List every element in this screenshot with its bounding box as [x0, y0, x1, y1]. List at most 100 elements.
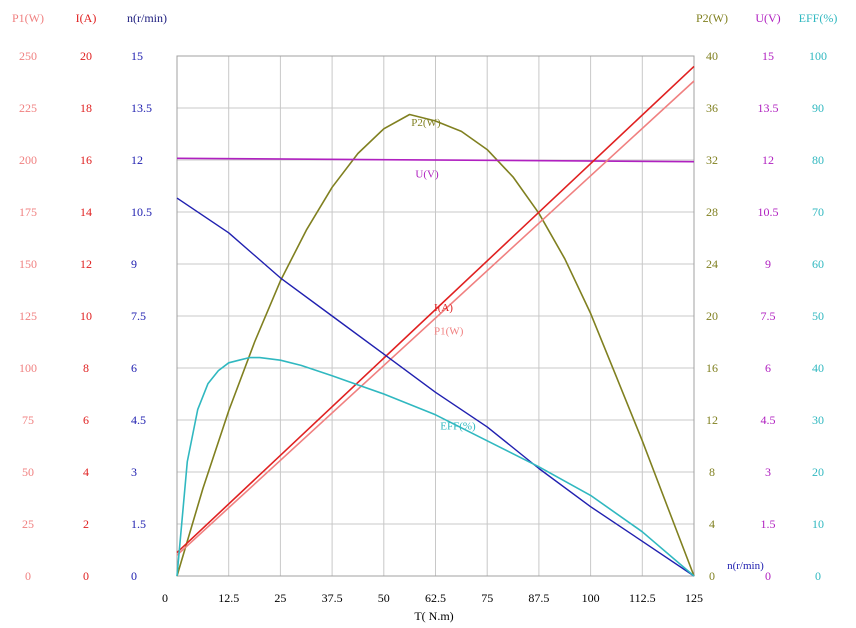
- grid: [176, 55, 695, 577]
- y-tick-label-p2: 40: [706, 49, 718, 63]
- series-line-p1: [176, 80, 695, 556]
- y-tick-label-eff: 90: [812, 101, 824, 115]
- y-tick-label-eff: 0: [815, 569, 821, 583]
- x-tick-label: 50: [378, 591, 390, 605]
- axis-title-p1: P1(W): [12, 11, 44, 25]
- y-tick-label-p2: 28: [706, 205, 718, 219]
- y-tick-label-p1: 175: [19, 205, 37, 219]
- x-axis-title: T( N.m): [414, 609, 453, 623]
- y-tick-label-n: 12: [131, 153, 143, 167]
- series-line-p2: [176, 113, 695, 577]
- y-tick-label-p2: 8: [709, 465, 715, 479]
- y-tick-label-i: 0: [83, 569, 89, 583]
- y-tick-label-eff: 60: [812, 257, 824, 271]
- y-tick-label-p2: 16: [706, 361, 718, 375]
- curve-label-p1: P1(W): [434, 326, 464, 338]
- curve-label-u: U(V): [415, 168, 439, 180]
- y-tick-label-eff: 50: [812, 309, 824, 323]
- axis-title-p2: P2(W): [696, 11, 728, 25]
- y-tick-label-n: 7.5: [131, 309, 146, 323]
- x-tick-label: 12.5: [218, 591, 239, 605]
- x-tick-label: 62.5: [425, 591, 446, 605]
- x-tick-label: 25: [274, 591, 286, 605]
- series-line-i: [176, 65, 695, 554]
- y-tick-label-p2: 4: [709, 517, 715, 531]
- curve-label-n: n(r/min): [727, 560, 764, 572]
- y-tick-label-eff: 20: [812, 465, 824, 479]
- y-tick-label-p1: 225: [19, 101, 37, 115]
- series-line-u: [176, 157, 695, 163]
- y-tick-label-n: 4.5: [131, 413, 146, 427]
- y-tick-label-i: 8: [83, 361, 89, 375]
- y-tick-label-eff: 100: [809, 49, 827, 63]
- y-tick-label-eff: 70: [812, 205, 824, 219]
- y-tick-label-u: 0: [765, 569, 771, 583]
- y-tick-label-n: 15: [131, 49, 143, 63]
- y-tick-label-p2: 32: [706, 153, 718, 167]
- y-tick-label-p1: 75: [22, 413, 34, 427]
- y-tick-label-n: 13.5: [131, 101, 152, 115]
- y-tick-label-p1: 200: [19, 153, 37, 167]
- y-tick-label-eff: 40: [812, 361, 824, 375]
- y-tick-label-i: 12: [80, 257, 92, 271]
- x-tick-label: 37.5: [322, 591, 343, 605]
- x-tick-label: 112.5: [629, 591, 656, 605]
- y-tick-label-u: 6: [765, 361, 771, 375]
- axis-title-i: I(A): [76, 11, 97, 25]
- y-tick-label-p1: 25: [22, 517, 34, 531]
- y-tick-label-p1: 150: [19, 257, 37, 271]
- y-tick-label-u: 4.5: [761, 413, 776, 427]
- y-tick-label-u: 13.5: [758, 101, 779, 115]
- y-tick-label-p2: 36: [706, 101, 718, 115]
- y-tick-label-p1: 250: [19, 49, 37, 63]
- y-tick-label-p1: 0: [25, 569, 31, 583]
- series-line-n: [176, 197, 695, 577]
- y-tick-label-p1: 50: [22, 465, 34, 479]
- y-tick-label-n: 0: [131, 569, 137, 583]
- axis-title-u: U(V): [755, 11, 780, 25]
- y-tick-label-i: 18: [80, 101, 92, 115]
- y-tick-label-n: 3: [131, 465, 137, 479]
- curve-label-eff: EFF(%): [440, 420, 476, 432]
- y-tick-label-i: 10: [80, 309, 92, 323]
- axis-title-n: n(r/min): [127, 11, 167, 25]
- y-tick-label-u: 9: [765, 257, 771, 271]
- x-tick-label: 75: [481, 591, 493, 605]
- axis-title-eff: EFF(%): [799, 11, 838, 25]
- y-tick-label-eff: 30: [812, 413, 824, 427]
- y-tick-label-n: 9: [131, 257, 137, 271]
- curve-label-p2: P2(W): [411, 117, 441, 129]
- y-tick-label-u: 10.5: [758, 205, 779, 219]
- y-tick-label-i: 20: [80, 49, 92, 63]
- y-tick-label-eff: 80: [812, 153, 824, 167]
- y-tick-label-p1: 125: [19, 309, 37, 323]
- y-tick-label-i: 16: [80, 153, 92, 167]
- y-tick-label-p1: 100: [19, 361, 37, 375]
- y-tick-label-i: 2: [83, 517, 89, 531]
- axes-group: 0 12.5 25 37.5 50 62.5 75 87.5 100 112.5 125P1(W)0…: [12, 11, 837, 605]
- y-tick-label-i: 6: [83, 413, 89, 427]
- plot-frame: [176, 55, 695, 577]
- y-tick-label-u: 7.5: [761, 309, 776, 323]
- y-tick-label-u: 3: [765, 465, 771, 479]
- series-group: P2(W) U(V) I(A) P1(W) n(r/min) EFF(%): [176, 65, 764, 577]
- curve-label-i: I(A): [434, 302, 453, 314]
- x-tick-label: 125: [685, 591, 703, 605]
- y-tick-label-u: 1.5: [761, 517, 776, 531]
- x-tick-label: 0: [162, 591, 168, 605]
- y-tick-label-n: 10.5: [131, 205, 152, 219]
- y-tick-label-p2: 0: [709, 569, 715, 583]
- y-tick-label-u: 15: [762, 49, 774, 63]
- y-tick-label-p2: 24: [706, 257, 718, 271]
- y-tick-label-i: 14: [80, 205, 92, 219]
- x-tick-label: 87.5: [528, 591, 549, 605]
- y-tick-label-p2: 12: [706, 413, 718, 427]
- y-tick-label-eff: 10: [812, 517, 824, 531]
- y-tick-label-n: 1.5: [131, 517, 146, 531]
- series-line-eff: [176, 356, 695, 577]
- x-tick-label: 100: [582, 591, 600, 605]
- y-tick-label-n: 6: [131, 361, 137, 375]
- y-tick-label-p2: 20: [706, 309, 718, 323]
- y-tick-label-u: 12: [762, 153, 774, 167]
